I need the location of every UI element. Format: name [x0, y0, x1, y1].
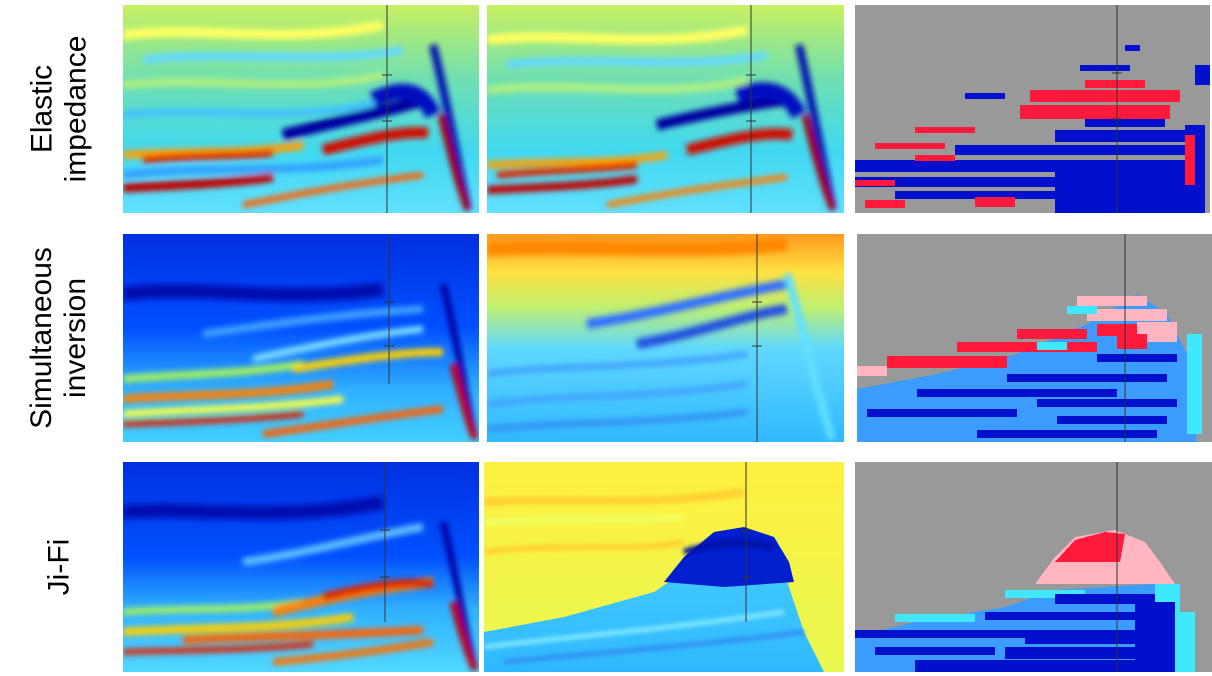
row-label-simultaneous-inversion: Simultaneous inversion: [0, 234, 118, 442]
row-label-line: Elastic: [25, 64, 59, 154]
panel-elastic-impedance-facies: [855, 5, 1210, 213]
row-label-line: inversion: [59, 277, 92, 399]
panel-simultaneous-inversion-1: [123, 234, 479, 442]
panel-simultaneous-inversion-2: [487, 234, 844, 442]
panel-elastic-impedance-2: [487, 5, 844, 213]
panel-ji-fi-1: [123, 462, 479, 672]
row-label-ji-fi: Ji-Fi: [0, 462, 118, 672]
panel-elastic-impedance-1: [123, 5, 479, 213]
row-label-line: impedance: [59, 35, 93, 183]
row-label-elastic-impedance: Elastic impedance: [0, 5, 118, 213]
panel-ji-fi-facies: [855, 462, 1212, 672]
panel-ji-fi-2: [484, 462, 844, 672]
row-label-line: Ji-Fi: [42, 538, 75, 596]
row-label-line: Simultaneous: [25, 247, 58, 429]
panel-simultaneous-inversion-facies: [857, 234, 1212, 442]
